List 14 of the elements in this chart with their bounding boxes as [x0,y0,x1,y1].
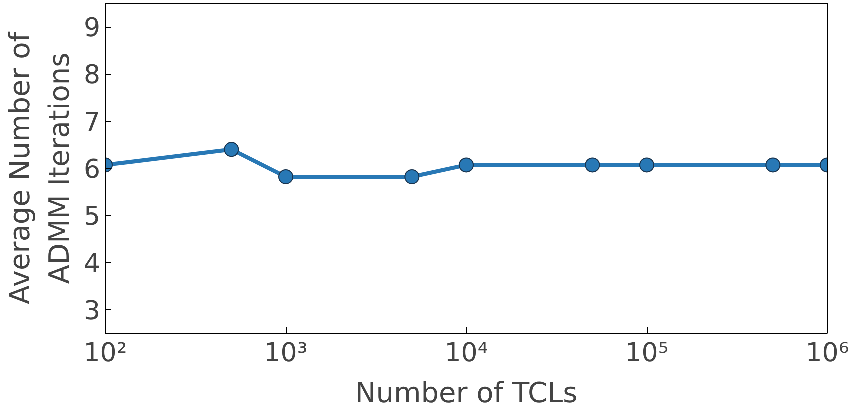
y-tick-label: 5 [84,202,101,232]
y-tick-label: 4 [84,249,101,280]
x-axis-title: Number of TCLs [355,376,578,410]
x-tick-label: 10³ [264,338,308,368]
x-tick-label: 10⁶ [806,338,850,368]
y-tick-label: 9 [84,14,101,44]
y-tick-label: 3 [84,296,101,326]
y-axis-title: Average Number of ADMM Iterations [3,31,76,305]
y-tick-label: 6 [84,155,101,185]
x-tick-label: 10⁵ [625,338,669,368]
x-tick-label: 10² [84,338,128,368]
y-tick-label: 8 [84,60,101,91]
x-tick-label: 10⁴ [444,338,488,368]
y-tick-label: 7 [84,108,101,138]
